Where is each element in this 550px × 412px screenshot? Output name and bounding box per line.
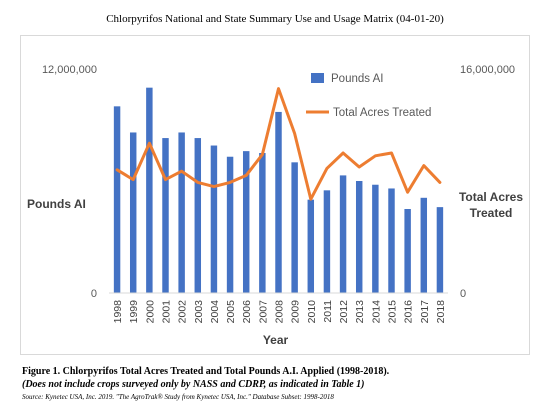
bar-pounds-ai-2007 <box>259 153 266 293</box>
bar-pounds-ai-2011 <box>323 190 331 293</box>
x-tick-label: 2015 <box>387 300 399 324</box>
document-title: Chlorpyrifos National and State Summary … <box>106 13 444 25</box>
x-tick-label: 2004 <box>209 300 221 324</box>
figure-source: Source: Kynetec USA, Inc. 2019. "The Agr… <box>22 393 334 401</box>
chart-frame: 0 12,000,000 0 16,000,000 1998 1999 2000 2001 20… <box>20 35 530 355</box>
x-tick-label: 2018 <box>435 300 447 324</box>
bar-pounds-ai-2015 <box>388 188 395 293</box>
combo-chart: 0 12,000,000 0 16,000,000 1998 1999 2000 2001 20… <box>27 64 523 347</box>
x-tick-label: 2016 <box>403 300 415 324</box>
x-axis-title: Year <box>263 333 289 347</box>
bar-pounds-ai-2005 <box>226 156 234 293</box>
legend-swatch-pounds-ai <box>311 73 324 83</box>
bar-pounds-ai-2013 <box>355 181 363 293</box>
x-tick-label: 2006 <box>241 300 253 324</box>
y-left-axis-title: Pounds AI <box>27 197 86 211</box>
x-tick-label: 2005 <box>225 300 237 324</box>
x-tick-label: 2012 <box>338 300 350 324</box>
bar-pounds-ai-2004 <box>210 145 218 293</box>
y-right-tick-label: 16,000,000 <box>460 64 515 76</box>
x-tick-label: 2000 <box>144 300 156 324</box>
legend-label-pounds-ai: Pounds AI <box>331 73 383 85</box>
x-tick-label: 2003 <box>193 300 205 324</box>
bar-pounds-ai-2012 <box>339 175 347 293</box>
y-right-axis-title-line: Total Acres <box>459 190 523 204</box>
x-tick-label: 1999 <box>128 300 140 324</box>
bar-pounds-ai-2000 <box>146 87 153 293</box>
x-tick-label: 2007 <box>257 300 269 324</box>
bar-pounds-ai-2006 <box>242 151 250 293</box>
x-tick-label: 2010 <box>306 300 318 324</box>
x-tick-label: 2014 <box>370 300 382 324</box>
y-left-tick-label: 0 <box>91 288 97 300</box>
bar-pounds-ai-2010 <box>307 199 315 293</box>
x-tick-label: 2001 <box>161 300 173 324</box>
figure-note: (Does not include crops surveyed only by… <box>22 379 365 390</box>
bar-pounds-ai-2018 <box>436 207 444 293</box>
bar-pounds-ai-2014 <box>372 184 379 293</box>
x-tick-label: 2013 <box>354 300 366 324</box>
bar-pounds-ai-2016 <box>404 209 411 293</box>
bar-pounds-ai-1998 <box>113 106 121 293</box>
bar-pounds-ai-2001 <box>162 138 169 293</box>
bar-pounds-ai-2008 <box>275 111 282 293</box>
bar-pounds-ai-2017 <box>420 197 428 293</box>
legend-label-total-acres-treated: Total Acres Treated <box>333 107 431 119</box>
x-tick-label: 2009 <box>290 300 302 324</box>
x-tick-label: 2002 <box>177 300 189 324</box>
figure-caption: Figure 1. Chlorpyrifos Total Acres Treat… <box>22 366 390 377</box>
x-tick-label: 2011 <box>322 300 334 323</box>
x-tick-label: 1998 <box>112 300 124 324</box>
bar-pounds-ai-2009 <box>291 162 298 293</box>
x-tick-label: 2008 <box>274 300 286 324</box>
line-total-acres-treated <box>115 87 442 201</box>
y-left-tick-label: 12,000,000 <box>42 64 97 76</box>
y-right-axis-title: Total Acres Treated <box>459 190 523 220</box>
bar-pounds-ai-2002 <box>178 132 185 293</box>
y-right-axis-title-line: Treated <box>470 206 513 220</box>
bar-pounds-ai-2003 <box>194 138 202 293</box>
bar-pounds-ai-1999 <box>129 132 137 293</box>
y-right-tick-label: 0 <box>460 288 466 300</box>
x-tick-label: 2017 <box>419 300 431 324</box>
